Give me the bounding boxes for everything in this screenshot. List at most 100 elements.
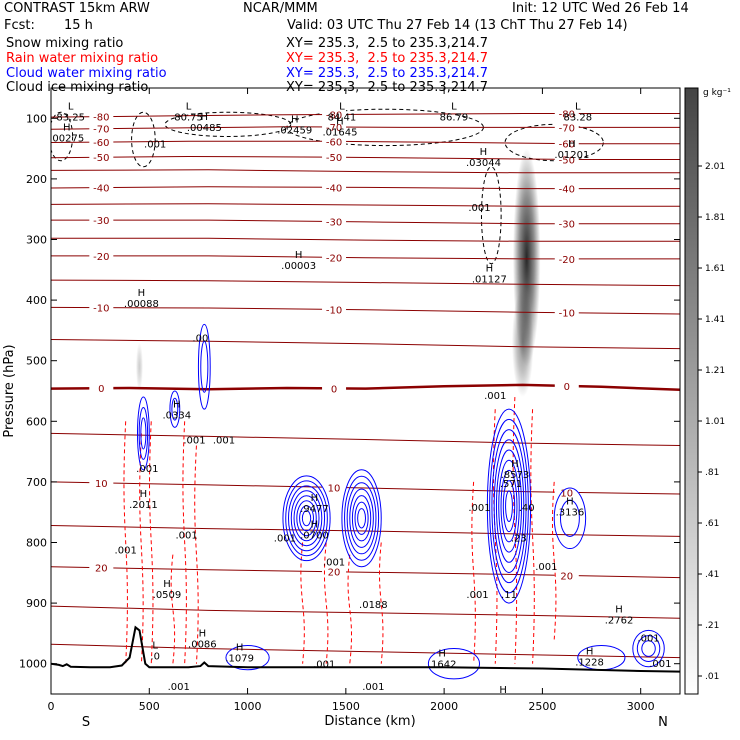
extremum-value: .23 — [511, 533, 527, 544]
isotherm — [51, 566, 680, 579]
isotherm-label: 0 — [98, 384, 104, 395]
cloud-water-contour — [341, 469, 382, 568]
extremum-value: .001 — [136, 464, 158, 475]
cloud-water-contour — [346, 482, 377, 555]
cloud-water-contour — [293, 495, 320, 542]
snow-contour — [164, 111, 292, 137]
isotherm-label-bg — [89, 301, 114, 314]
extremum-value: .0334 — [162, 410, 191, 421]
isotherm-label-bg — [554, 252, 579, 265]
y-tick-label: 400 — [26, 294, 47, 307]
extremum-value: .001 — [274, 533, 296, 544]
extremum-value: 84.41 — [328, 112, 357, 123]
x-tick-label: 2500 — [528, 700, 556, 713]
extremum-marker: L — [68, 101, 74, 112]
isotherm — [51, 203, 680, 207]
cloud-water-contour — [357, 508, 367, 529]
colorbar-label: .21 — [705, 621, 719, 631]
isotherm-label-bg — [322, 215, 347, 228]
extremum-marker: H — [336, 116, 344, 127]
y-axis-label: Pressure (hPa) — [2, 344, 17, 437]
isotherm-label: 20 — [95, 564, 108, 575]
extremum-value: .02459 — [277, 126, 312, 137]
plot-frame — [50, 87, 681, 695]
extremum-value: .571 — [500, 479, 522, 490]
extremum-value: .001 — [468, 203, 490, 214]
y-tick-label: 1000 — [19, 658, 47, 671]
isotherm-label-bg — [554, 569, 579, 582]
isotherm — [51, 169, 680, 174]
rain-contour — [123, 421, 128, 664]
extremum-value: .0 — [150, 652, 160, 663]
extremum-marker: H — [586, 647, 594, 658]
extremum-marker: H — [566, 496, 574, 507]
extremum-value: .1079 — [225, 653, 254, 664]
extremum-value: .00485 — [187, 123, 222, 134]
legend-snow-label: Snow mixing ratio — [6, 36, 124, 51]
isotherm-label: 0 — [564, 382, 570, 393]
extremum-value: .001 — [313, 660, 335, 671]
forecast-hour: 15 h — [64, 18, 93, 33]
isotherm — [51, 219, 680, 225]
extremum-value: .1642 — [428, 660, 457, 671]
colorbar-label: 1.21 — [705, 366, 725, 376]
isotherm-label-bg — [89, 110, 114, 123]
cloud-water-contour — [287, 485, 326, 552]
forecast-label: Fcst: — [4, 18, 35, 33]
extremum-value: .03044 — [466, 158, 501, 169]
extremum-marker: L — [451, 101, 457, 112]
extremum-marker: H — [568, 139, 576, 150]
snow-contour — [131, 111, 156, 168]
isotherm-label-bg — [322, 382, 347, 395]
isotherm-label-bg — [322, 151, 347, 164]
extremum-value: .00275 — [49, 134, 84, 145]
extremum-value: .001 — [323, 558, 345, 569]
y-tick-label: 700 — [26, 476, 47, 489]
isotherm-label-bg — [89, 382, 114, 395]
isotherm-label: -60 — [93, 138, 109, 149]
isotherm-label-bg — [322, 108, 347, 121]
cloud-water-contour — [344, 475, 380, 561]
isotherm-label-bg — [322, 251, 347, 264]
isotherm-label: -80 — [93, 113, 109, 124]
cloud-water-contour — [498, 459, 520, 553]
isotherm-label: -70 — [93, 125, 109, 136]
extremum-value: .0509 — [153, 590, 182, 601]
extremum-value: .001 — [115, 546, 137, 557]
cloud-water-contour — [349, 488, 374, 548]
legend-rain-label: Rain water mixing ratio — [6, 51, 159, 66]
isotherm-label-bg — [89, 181, 114, 194]
isotherm-label: -50 — [326, 153, 342, 164]
x-tick-label: 0 — [48, 700, 55, 713]
extremum-value: .001 — [168, 682, 190, 693]
extremum-marker: H — [499, 685, 507, 696]
extremum-value: 83.25 — [56, 112, 85, 123]
cloud-water-contour — [296, 500, 317, 537]
south-endpoint: S — [82, 715, 90, 730]
extremum-marker: H — [511, 459, 519, 470]
colorbar-unit: g kg⁻¹ — [703, 88, 731, 98]
extremum-value: 80.75 — [174, 112, 203, 123]
extremum-marker: H — [138, 288, 146, 299]
rain-contour — [347, 554, 352, 664]
isotherm — [51, 155, 680, 160]
extremum-marker: H — [201, 112, 209, 123]
extremum-value: .2762 — [605, 615, 634, 626]
extremum-marker: H — [480, 147, 488, 158]
extremum-value: .00 — [192, 333, 208, 344]
cloud-water-contour — [169, 390, 181, 428]
extremum-marker: H — [291, 115, 299, 126]
extremum-value: .001 — [468, 503, 490, 514]
x-tick-label: 500 — [139, 700, 160, 713]
extremum-marker: H — [163, 579, 171, 590]
isotherm-label-bg — [554, 217, 579, 230]
extremum-marker: L — [152, 641, 158, 652]
y-tick-label: 200 — [26, 173, 47, 186]
isotherm — [51, 140, 680, 145]
cloud-water-contour — [299, 505, 314, 532]
extremum-value: .001 — [183, 435, 205, 446]
isotherm-label: -60 — [326, 137, 342, 148]
isotherm-label: -60 — [559, 140, 575, 151]
extremum-marker: L — [186, 101, 192, 112]
